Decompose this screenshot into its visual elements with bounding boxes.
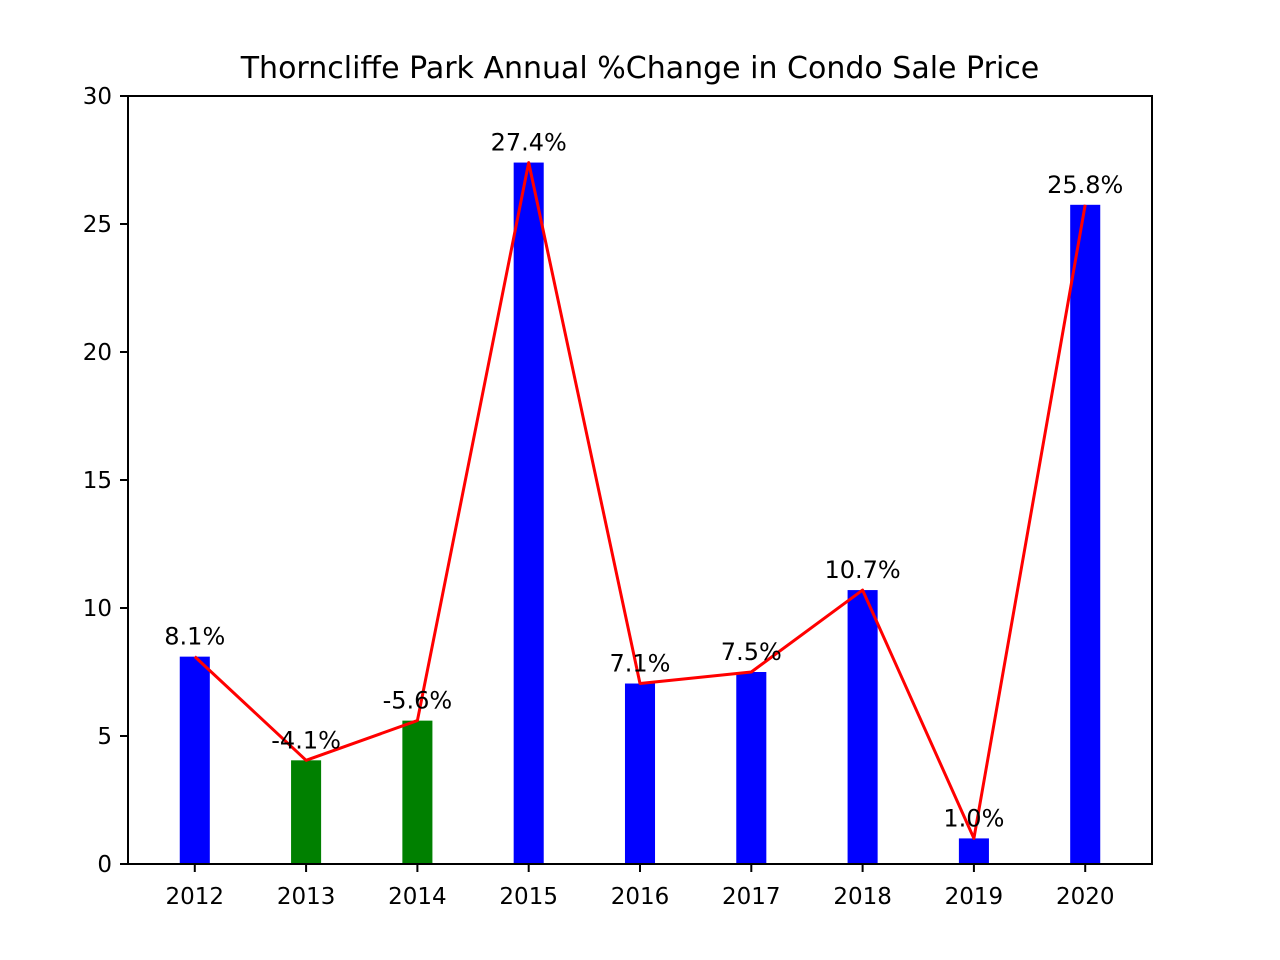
- bar-2013: [291, 760, 322, 864]
- x-tick-label-2020: 2020: [1056, 884, 1115, 910]
- x-tick-label-2013: 2013: [277, 884, 336, 910]
- x-tick-label-2016: 2016: [611, 884, 670, 910]
- bar-2012: [179, 656, 210, 864]
- data-label-2014: -5.6%: [383, 687, 453, 715]
- y-tick-label-0: 0: [97, 852, 112, 878]
- y-tick-label-5: 5: [97, 724, 112, 750]
- data-label-2015: 27.4%: [491, 129, 567, 157]
- x-tick-label-2014: 2014: [388, 884, 447, 910]
- bar-2016: [624, 683, 656, 864]
- y-tick-label-25: 25: [83, 212, 112, 238]
- x-tick-label-2017: 2017: [722, 884, 781, 910]
- y-tick-label-10: 10: [83, 596, 112, 622]
- data-label-2013: -4.1%: [271, 726, 341, 754]
- y-tick-label-20: 20: [83, 340, 112, 366]
- trend-line-layer: [193, 161, 1087, 840]
- data-label-2018: 10.7%: [824, 556, 900, 584]
- y-tick-label-15: 15: [83, 468, 112, 494]
- trend-line: [193, 161, 1087, 840]
- bar-2017: [736, 672, 767, 864]
- x-tick-label-2018: 2018: [833, 884, 892, 910]
- axes-layer: 2012 2013 2014 2015 2016 2017 2018 2019 20200510…: [83, 84, 1153, 910]
- data-labels-layer: 8.1% -4.1% -5.6% 27.4% 7.1% 7.5% 10.7% 1.0% 25.8…: [164, 129, 1123, 833]
- bar-2014: [402, 720, 433, 864]
- x-tick-label-2019: 2019: [945, 884, 1004, 910]
- data-label-2016: 7.1%: [610, 650, 671, 678]
- y-tick-label-30: 30: [83, 84, 112, 110]
- data-label-2012: 8.1%: [164, 623, 225, 651]
- data-label-2019: 1.0%: [943, 804, 1004, 832]
- bar-2018: [847, 590, 878, 864]
- x-tick-label-2012: 2012: [166, 884, 225, 910]
- data-label-2020: 25.8%: [1047, 171, 1123, 199]
- bar-2019: [958, 838, 989, 864]
- data-label-2017: 7.5%: [721, 638, 782, 666]
- bar-2020: [1070, 204, 1101, 865]
- bars-layer: [179, 162, 1101, 865]
- x-tick-label-2015: 2015: [499, 884, 558, 910]
- bar-2015: [513, 162, 544, 864]
- chart-title: Thorncliffe Park Annual %Change in Condo…: [240, 51, 1040, 86]
